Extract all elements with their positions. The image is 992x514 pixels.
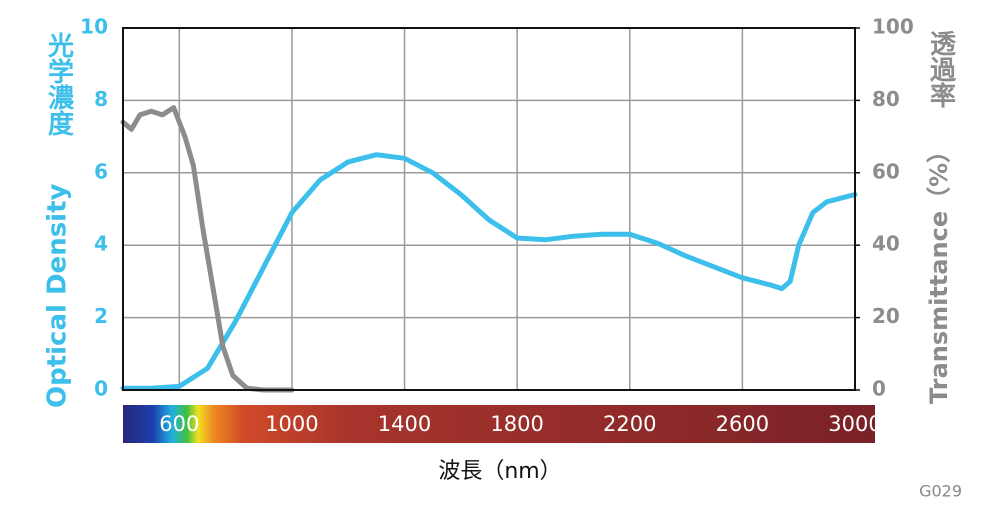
y2-tick-label: 60: [872, 159, 900, 183]
data-line: [120, 105, 295, 393]
y-tick-label: 4: [94, 232, 108, 256]
x-tick-label: 1800: [490, 412, 543, 436]
x-axis-label: 波長（nm）: [438, 459, 561, 484]
y2-axis-label: Transmittance（%）: [925, 139, 953, 404]
y2-tick-label: 40: [872, 232, 900, 256]
x-tick-label: 2200: [603, 412, 656, 436]
spectrum-bar: [123, 405, 875, 443]
data-line: [120, 152, 858, 391]
y-tick-label: 2: [94, 304, 108, 328]
y2-tick-label: 80: [872, 87, 900, 111]
y-tick-label: 8: [94, 87, 108, 111]
x-tick-label: 600: [159, 412, 199, 436]
y2-tick-label: 100: [872, 15, 914, 39]
y-axis-label-ja: 光学濃度: [44, 32, 75, 137]
y2-tick-label: 0: [872, 377, 886, 401]
y-tick-label: 6: [94, 159, 108, 183]
figure-code: G029: [919, 482, 962, 501]
plot-frame: [122, 27, 856, 391]
y2-axis-label-ja: 透過率: [926, 30, 956, 108]
y-axis-label: Optical Density: [43, 183, 73, 408]
x-tick-label: 3000: [828, 412, 881, 436]
y2-tick-label: 20: [872, 304, 900, 328]
x-tick-label: 2600: [716, 412, 769, 436]
y-tick-label: 10: [80, 15, 108, 39]
x-tick-label: 1000: [265, 412, 318, 436]
x-tick-label: 1400: [378, 412, 431, 436]
y-tick-label: 0: [94, 377, 108, 401]
